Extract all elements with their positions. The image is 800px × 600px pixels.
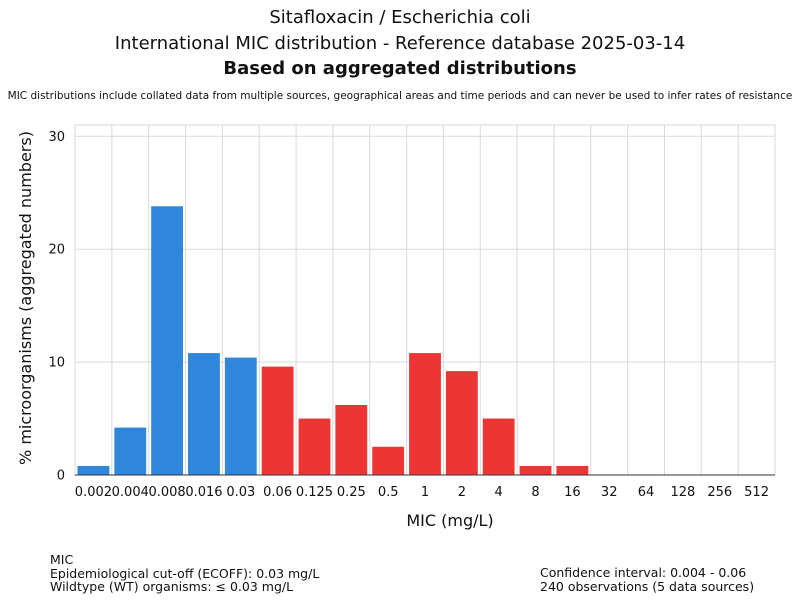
chart-subtitle-bold: Based on aggregated distributions xyxy=(223,58,577,79)
x-tick-label: 32 xyxy=(601,485,618,500)
bar xyxy=(114,427,147,475)
bar xyxy=(224,357,257,475)
footer-observations: 240 observations (5 data sources) xyxy=(540,578,755,594)
disclaimer-note: MIC distributions include collated data … xyxy=(7,90,793,102)
x-tick-label: 8 xyxy=(531,485,539,500)
x-tick-label: 256 xyxy=(707,485,732,500)
x-tick-label: 0.25 xyxy=(337,485,366,500)
bar xyxy=(261,366,294,475)
chart-subtitle: International MIC distribution - Referen… xyxy=(114,33,686,54)
x-tick-label: 0.5 xyxy=(378,485,399,500)
x-tick-label: 128 xyxy=(670,485,695,500)
y-tick-label: 30 xyxy=(48,130,65,145)
x-tick-label: 0.125 xyxy=(296,485,333,500)
footer-right: Confidence interval: 0.004 - 0.06 240 ob… xyxy=(540,566,754,593)
mic-bar-chart: 0 10 20 30 0.002 0.004 0.008 0.016 0.03 0.06 0.125… xyxy=(16,124,776,530)
bar xyxy=(298,418,331,475)
footer-ecoff: Epidemiological cut-off (ECOFF): 0.03 mg… xyxy=(50,565,320,581)
x-tick-label: 64 xyxy=(638,485,655,500)
x-tick-label: 16 xyxy=(564,485,581,500)
x-tick-label: 0.002 xyxy=(75,485,112,500)
x-tick-label: 512 xyxy=(744,485,769,500)
footer-wildtype: Wildtype (WT) organisms: ≤ 0.03 mg/L xyxy=(50,579,294,594)
x-tick-label: 0.06 xyxy=(263,485,292,500)
footer-confidence-interval: Confidence interval: 0.004 - 0.06 xyxy=(540,565,747,580)
bar xyxy=(482,418,515,475)
bar xyxy=(372,446,405,475)
x-axis-title: MIC (mg/L) xyxy=(406,511,493,530)
bar xyxy=(77,465,110,475)
x-tick-label: 4 xyxy=(495,485,503,500)
bar xyxy=(188,353,220,475)
y-tick-label: 10 xyxy=(48,356,65,371)
x-tick-label: 0.016 xyxy=(185,485,222,500)
chart-title: Sitafloxacin / Escherichia coli xyxy=(269,7,531,28)
x-tick-label: 0.008 xyxy=(148,485,185,500)
x-tick-label: 0.004 xyxy=(112,485,149,500)
bar xyxy=(519,465,552,475)
y-tick-label: 0 xyxy=(57,469,65,484)
x-tick-label: 0.03 xyxy=(226,485,255,500)
y-tick-label: 20 xyxy=(48,243,65,258)
x-tick-label: 2 xyxy=(458,485,466,500)
bar xyxy=(409,353,441,475)
bar xyxy=(445,371,478,475)
y-axis-title: % microorganisms (aggregated numbers) xyxy=(16,131,35,465)
bar xyxy=(151,206,184,475)
x-tick-label: 1 xyxy=(421,485,429,500)
bar xyxy=(556,465,589,475)
footer-mic-label: MIC xyxy=(50,552,74,567)
bar xyxy=(335,405,368,475)
footer-left: MIC Epidemiological cut-off (ECOFF): 0.0… xyxy=(50,553,319,594)
